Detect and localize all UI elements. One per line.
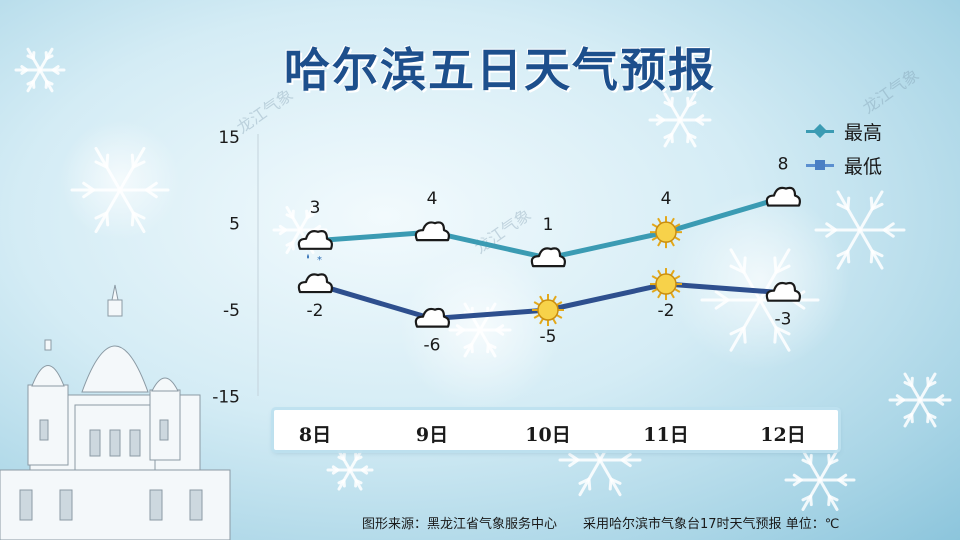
data-label: 8 (778, 155, 789, 175)
y-tick-label: 15 (218, 128, 240, 148)
sun-icon (532, 294, 564, 326)
cloud-snow-icon: * (297, 230, 333, 266)
legend-line-high (806, 123, 834, 138)
cloud-icon (414, 221, 450, 242)
snowflake-icon (888, 372, 952, 428)
snowflake-icon (326, 449, 374, 491)
data-label: 3 (310, 198, 321, 218)
x-axis-bar (274, 410, 838, 450)
series-low: -2 -6 -5 -2 -3 (297, 268, 801, 356)
cathedral-illustration (0, 284, 231, 540)
data-label: 4 (661, 189, 672, 209)
snowflakes-group (14, 47, 952, 511)
x-tick-label: 12日 (760, 424, 806, 446)
footer-source: 图形来源：黑龙江省气象服务中心 (362, 517, 558, 532)
data-label: -6 (424, 336, 441, 356)
sun-icon (650, 216, 682, 249)
legend-line-low (806, 159, 834, 170)
legend: 最高 最低 (806, 114, 882, 182)
data-label: 1 (543, 215, 554, 235)
snowflake-icon (14, 47, 66, 93)
footer-note: 采用哈尔滨市气象台17时天气预报 单位：℃ (583, 517, 840, 532)
y-tick-label: -5 (223, 301, 240, 321)
square-marker-icon (815, 159, 825, 170)
series-high: * 3 4 1 4 8 (297, 155, 801, 268)
y-tick-label: -15 (212, 388, 240, 408)
legend-label-high: 最高 (844, 121, 883, 144)
cloud-icon (765, 186, 801, 207)
cloud-icon (530, 247, 566, 268)
y-axis-ticks: 15 5 -5 -15 (212, 128, 240, 408)
legend-item-high: 最高 (806, 114, 882, 148)
legend-label-low: 最低 (844, 155, 883, 178)
data-label: -3 (775, 310, 792, 330)
y-tick-label: 5 (229, 215, 240, 235)
x-tick-label: 11日 (643, 424, 689, 446)
diamond-marker-icon (812, 123, 828, 138)
cloud-icon (297, 273, 333, 294)
snowflake-icon (648, 92, 712, 148)
x-tick-label: 9日 (415, 424, 449, 446)
snowflake-icon (814, 190, 906, 270)
cloud-icon (765, 281, 801, 302)
legend-item-low: 最低 (806, 148, 882, 182)
sun-icon (650, 268, 682, 301)
footer: 图形来源：黑龙江省气象服务中心 采用哈尔滨市气象台17时天气预报 单位：℃ (362, 513, 839, 532)
data-label: -5 (540, 327, 557, 347)
light-glow (670, 190, 850, 370)
snowflake-icon (70, 146, 170, 234)
data-label: 4 (427, 189, 438, 209)
x-tick-label: 8日 (298, 424, 332, 446)
data-label: -2 (307, 301, 324, 321)
snowflake-icon (784, 449, 856, 511)
light-glow (60, 120, 180, 240)
series-group: * 3 4 1 4 8 -2 -6 -5 -2 -3 (297, 155, 801, 356)
svg-text:*: * (317, 255, 322, 266)
data-label: -2 (658, 301, 675, 321)
page-title: 哈尔滨五日天气预报 (284, 43, 716, 97)
x-tick-label: 10日 (525, 424, 571, 446)
cloud-icon (414, 307, 450, 328)
